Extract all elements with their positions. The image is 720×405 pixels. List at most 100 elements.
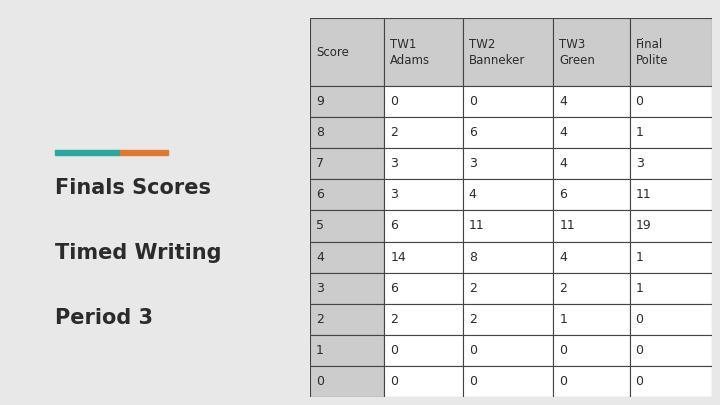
Bar xyxy=(629,366,712,397)
Bar xyxy=(553,211,629,241)
Text: 3: 3 xyxy=(469,157,477,170)
Text: 6: 6 xyxy=(316,188,324,201)
Text: 7: 7 xyxy=(316,157,324,170)
Bar xyxy=(463,86,553,117)
Text: 4: 4 xyxy=(559,157,567,170)
Bar xyxy=(310,366,384,397)
Text: 4: 4 xyxy=(559,251,567,264)
Text: 2: 2 xyxy=(390,313,398,326)
Text: TW1
Adams: TW1 Adams xyxy=(390,38,431,66)
Text: 3: 3 xyxy=(390,157,398,170)
Text: 0: 0 xyxy=(469,95,477,108)
Text: 14: 14 xyxy=(390,251,406,264)
Text: TW2
Banneker: TW2 Banneker xyxy=(469,38,525,66)
Bar xyxy=(463,18,553,86)
Bar xyxy=(310,241,384,273)
Bar xyxy=(629,241,712,273)
Bar xyxy=(310,18,384,86)
Bar xyxy=(553,304,629,335)
Bar xyxy=(629,117,712,148)
Text: 11: 11 xyxy=(636,188,652,201)
Bar xyxy=(310,179,384,211)
Bar xyxy=(553,273,629,304)
Text: Finals Scores: Finals Scores xyxy=(55,178,211,198)
Bar xyxy=(384,304,463,335)
Text: 0: 0 xyxy=(559,375,567,388)
Bar xyxy=(120,150,168,155)
Text: 5: 5 xyxy=(316,220,324,232)
Bar xyxy=(629,179,712,211)
Bar xyxy=(553,335,629,366)
Bar xyxy=(384,148,463,179)
Text: 0: 0 xyxy=(636,95,644,108)
Text: 2: 2 xyxy=(390,126,398,139)
Bar xyxy=(553,86,629,117)
Bar xyxy=(553,18,629,86)
Text: Score: Score xyxy=(316,45,349,58)
Text: 1: 1 xyxy=(636,126,644,139)
Bar xyxy=(310,211,384,241)
Bar xyxy=(463,241,553,273)
Bar xyxy=(384,117,463,148)
Text: 1: 1 xyxy=(559,313,567,326)
Text: 4: 4 xyxy=(469,188,477,201)
Bar xyxy=(463,148,553,179)
Bar xyxy=(310,304,384,335)
Text: 11: 11 xyxy=(469,220,485,232)
Bar xyxy=(553,366,629,397)
Bar xyxy=(463,117,553,148)
Bar xyxy=(629,86,712,117)
Text: 0: 0 xyxy=(316,375,324,388)
Bar xyxy=(553,148,629,179)
Bar xyxy=(384,366,463,397)
Text: 0: 0 xyxy=(636,313,644,326)
Bar xyxy=(629,335,712,366)
Text: 4: 4 xyxy=(316,251,324,264)
Text: 0: 0 xyxy=(559,344,567,357)
Text: TW3
Green: TW3 Green xyxy=(559,38,595,66)
Bar xyxy=(310,273,384,304)
Bar xyxy=(463,273,553,304)
Bar xyxy=(310,335,384,366)
Bar xyxy=(384,179,463,211)
Bar xyxy=(629,211,712,241)
Bar xyxy=(553,179,629,211)
Bar xyxy=(629,148,712,179)
Bar xyxy=(463,304,553,335)
Text: 4: 4 xyxy=(559,95,567,108)
Text: 6: 6 xyxy=(559,188,567,201)
Text: 0: 0 xyxy=(636,344,644,357)
Text: 6: 6 xyxy=(390,281,398,295)
Text: 6: 6 xyxy=(390,220,398,232)
Text: Timed Writing: Timed Writing xyxy=(55,243,222,263)
Bar xyxy=(384,18,463,86)
Text: 6: 6 xyxy=(469,126,477,139)
Text: 8: 8 xyxy=(316,126,324,139)
Bar xyxy=(463,335,553,366)
Text: 0: 0 xyxy=(390,344,398,357)
Bar xyxy=(384,241,463,273)
Bar xyxy=(384,211,463,241)
Bar xyxy=(310,148,384,179)
Bar xyxy=(553,241,629,273)
Bar xyxy=(629,304,712,335)
Text: 3: 3 xyxy=(390,188,398,201)
Text: Period 3: Period 3 xyxy=(55,308,153,328)
Bar xyxy=(310,86,384,117)
Text: 2: 2 xyxy=(316,313,324,326)
Text: 2: 2 xyxy=(469,281,477,295)
Text: 11: 11 xyxy=(559,220,575,232)
Text: 2: 2 xyxy=(469,313,477,326)
Bar xyxy=(629,273,712,304)
Bar xyxy=(384,86,463,117)
Bar xyxy=(384,273,463,304)
Bar xyxy=(463,211,553,241)
Text: Final
Polite: Final Polite xyxy=(636,38,668,66)
Text: 0: 0 xyxy=(390,95,398,108)
Text: 1: 1 xyxy=(636,251,644,264)
Text: 0: 0 xyxy=(390,375,398,388)
Bar xyxy=(384,335,463,366)
Text: 9: 9 xyxy=(316,95,324,108)
Bar xyxy=(629,18,712,86)
Text: 1: 1 xyxy=(316,344,324,357)
